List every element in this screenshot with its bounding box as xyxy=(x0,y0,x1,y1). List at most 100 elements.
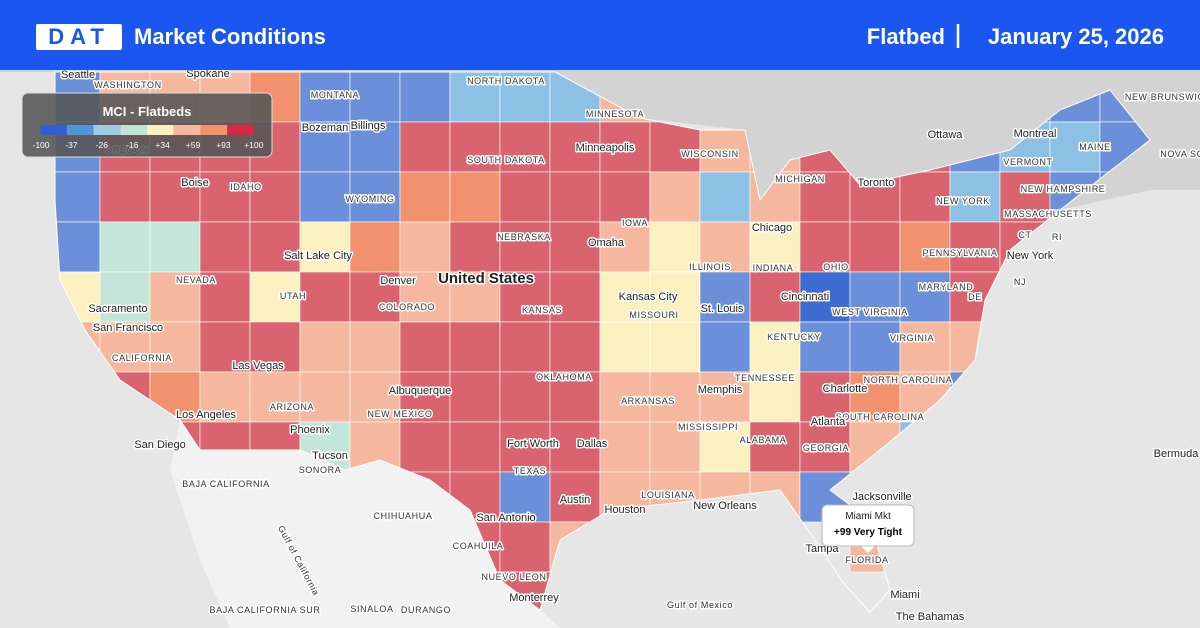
region xyxy=(849,371,901,423)
city-label: Kansas City xyxy=(619,291,678,303)
region xyxy=(449,171,501,223)
city-label: Austin xyxy=(560,494,591,506)
region xyxy=(349,271,401,323)
region xyxy=(849,221,901,273)
region xyxy=(799,271,851,323)
region xyxy=(599,121,651,173)
region xyxy=(199,221,251,273)
region xyxy=(249,271,301,323)
region-label: ARIZONA xyxy=(270,402,314,412)
region-label: NEW BRUNSWICK xyxy=(1125,92,1200,102)
region-label: UTAH xyxy=(280,291,306,301)
legend-swatch xyxy=(66,125,94,135)
region xyxy=(55,221,101,273)
region-label: WISCONSIN xyxy=(681,149,738,159)
region xyxy=(749,221,801,273)
region-label: TEXAS xyxy=(514,466,547,476)
region xyxy=(699,321,751,373)
region xyxy=(499,121,551,173)
header-title: Market Conditions xyxy=(134,24,326,49)
region xyxy=(399,171,451,223)
region-label: IOWA xyxy=(622,218,648,228)
city-label: Denver xyxy=(380,275,416,287)
city-label: Los Angeles xyxy=(176,409,236,421)
region xyxy=(799,421,851,473)
region xyxy=(55,171,101,223)
region xyxy=(149,271,201,323)
legend-title: MCI - Flatbeds xyxy=(103,104,192,119)
legend-label: +93 xyxy=(216,140,231,150)
region xyxy=(399,221,451,273)
region xyxy=(949,171,1001,223)
region xyxy=(399,421,451,473)
legend-swatch xyxy=(40,125,67,135)
region-label: COLORADO xyxy=(379,302,435,312)
region xyxy=(299,371,351,423)
city-label: Sacramento xyxy=(88,303,147,315)
region-label: MASSACHUSETTS xyxy=(1004,209,1092,219)
region xyxy=(199,171,251,223)
region xyxy=(249,171,301,223)
tooltip-pointer xyxy=(860,545,876,553)
region xyxy=(349,321,401,373)
region xyxy=(499,271,551,323)
region-label: DE xyxy=(968,292,982,302)
region-label: SOUTH DAKOTA xyxy=(467,155,545,165)
region xyxy=(349,371,401,423)
city-label: New York xyxy=(1007,250,1054,262)
region xyxy=(699,221,751,273)
tooltip[interactable] xyxy=(821,504,915,547)
city-label: Bermuda xyxy=(1154,448,1200,460)
region xyxy=(649,171,701,223)
region-label: MAINE xyxy=(1079,142,1111,152)
city-label: Monterrey xyxy=(509,592,559,604)
city-label: Houston xyxy=(605,504,646,516)
region xyxy=(749,421,801,473)
region-label: United States xyxy=(438,270,534,287)
region-label: MISSISSIPPI xyxy=(678,422,738,432)
legend-swatch xyxy=(227,125,254,135)
region-label: SOUTH CAROLINA xyxy=(836,412,924,422)
region-label: MINNESOTA xyxy=(586,109,644,119)
region xyxy=(799,321,851,373)
city-label: Cincinnati xyxy=(781,291,829,303)
city-label: Spokane xyxy=(186,68,229,80)
region xyxy=(399,371,451,423)
region xyxy=(599,171,651,223)
city-label: Seattle xyxy=(61,69,95,81)
region xyxy=(399,321,451,373)
region xyxy=(349,72,401,123)
region-label: Gulf of Mexico xyxy=(667,600,733,610)
city-label: Fort Worth xyxy=(507,438,559,450)
region-label: DURANGO xyxy=(401,605,451,615)
region-label: FLORIDA xyxy=(845,555,888,565)
region-label: VIRGINIA xyxy=(890,333,934,343)
region xyxy=(499,221,551,273)
city-label: San Diego xyxy=(134,439,185,451)
region xyxy=(799,171,851,223)
region xyxy=(249,221,301,273)
legend-swatch xyxy=(93,125,121,135)
region xyxy=(299,221,351,273)
region xyxy=(449,271,501,323)
region-label: TENNESSEE xyxy=(735,373,795,383)
region-label: NORTH CAROLINA xyxy=(864,375,953,385)
legend-label: +59 xyxy=(186,140,201,150)
region xyxy=(399,72,451,123)
region-label: WEST VIRGINIA xyxy=(832,307,908,317)
region-label: KENTUCKY xyxy=(767,332,821,342)
region xyxy=(449,72,501,123)
region xyxy=(299,72,351,123)
region xyxy=(249,371,301,423)
region xyxy=(549,321,601,373)
region-label: NUEVO LEON xyxy=(481,572,546,582)
legend-label: +34 xyxy=(155,140,170,150)
city-label: Boise xyxy=(181,177,209,189)
region-label: NEW HAMPSHIRE xyxy=(1021,184,1106,194)
region xyxy=(749,271,801,323)
region-label: WASHINGTON xyxy=(94,80,162,90)
region-label: OHIO xyxy=(823,262,848,272)
region xyxy=(99,221,151,273)
region-label: KANSAS xyxy=(522,305,562,315)
